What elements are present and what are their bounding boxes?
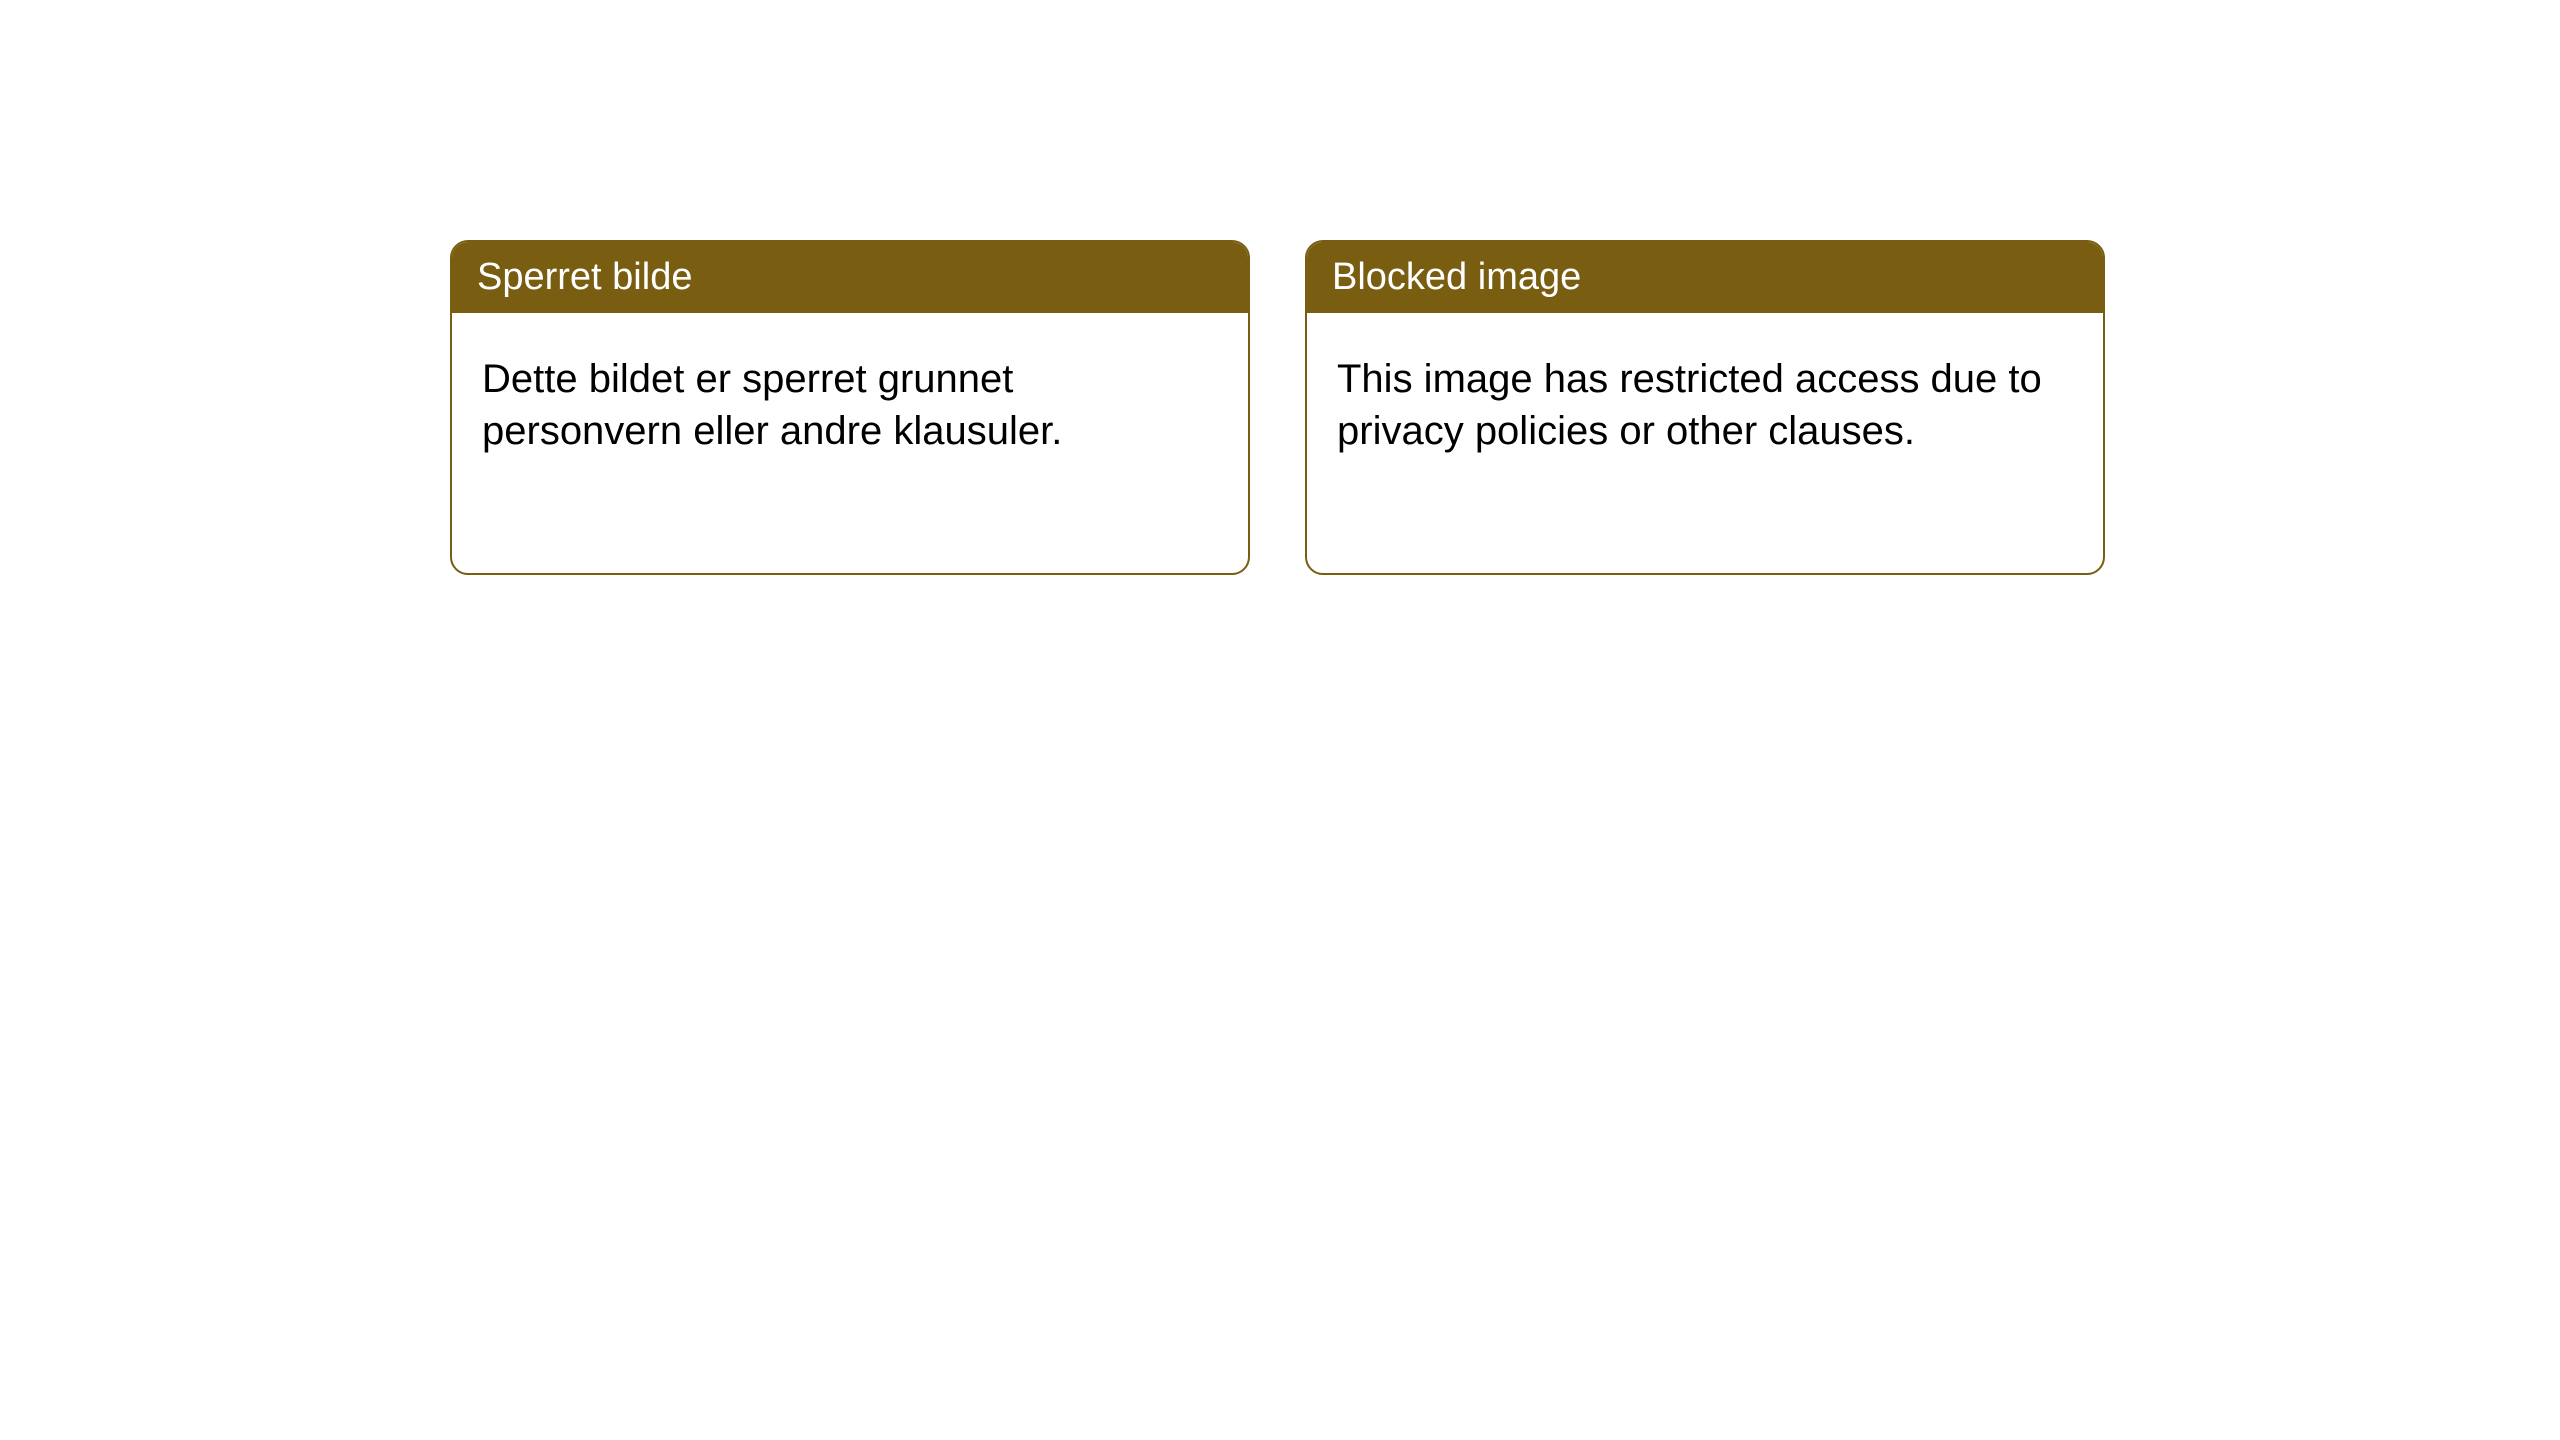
notice-box-norwegian: Sperret bilde Dette bildet er sperret gr…: [450, 240, 1250, 575]
notice-title-english: Blocked image: [1332, 256, 1581, 298]
notice-container: Sperret bilde Dette bildet er sperret gr…: [450, 240, 2105, 575]
notice-header-norwegian: Sperret bilde: [452, 242, 1248, 313]
notice-body-english: This image has restricted access due to …: [1307, 313, 2103, 497]
notice-header-english: Blocked image: [1307, 242, 2103, 313]
notice-message-norwegian: Dette bildet er sperret grunnet personve…: [482, 357, 1062, 453]
notice-title-norwegian: Sperret bilde: [477, 256, 692, 298]
notice-box-english: Blocked image This image has restricted …: [1305, 240, 2105, 575]
notice-message-english: This image has restricted access due to …: [1337, 357, 2042, 453]
notice-body-norwegian: Dette bildet er sperret grunnet personve…: [452, 313, 1248, 497]
